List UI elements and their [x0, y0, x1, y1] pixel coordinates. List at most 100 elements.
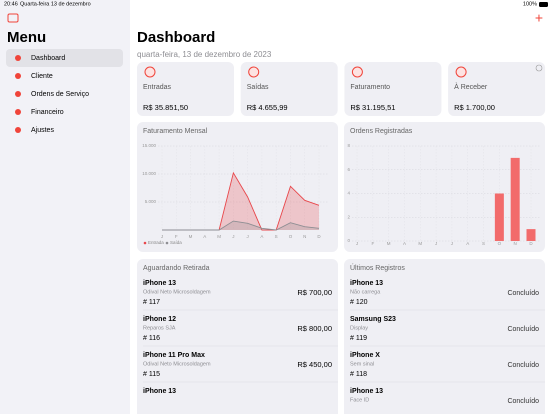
chart-card	[137, 122, 338, 252]
item-title[interactable]: iPhone 12	[143, 316, 176, 323]
stat-icon	[351, 66, 363, 78]
item-title[interactable]: iPhone 11 Pro Max	[143, 352, 205, 359]
item-number: # 115	[143, 371, 160, 378]
y-tick-label: 10.000	[142, 171, 156, 176]
x-tick-label: A	[466, 241, 469, 246]
x-tick-label: S	[482, 241, 485, 246]
item-status: Concluído	[507, 362, 539, 369]
list-title: Últimos Registros	[350, 263, 405, 272]
stat-label: Saídas	[247, 84, 269, 91]
list-title: Aguardando Retirada	[143, 265, 210, 272]
item-number: # 116	[143, 335, 160, 342]
x-tick-label: N	[514, 241, 517, 246]
menu-icon	[15, 73, 21, 79]
x-tick-label: M	[189, 234, 193, 239]
x-tick-label: F	[175, 234, 178, 239]
x-tick-label: J	[232, 234, 234, 239]
page-title: Dashboard	[137, 29, 215, 46]
item-title[interactable]: iPhone 13	[350, 388, 383, 395]
y-tick-label: 5.000	[145, 199, 157, 204]
sidebar	[0, 0, 130, 414]
bar	[526, 229, 536, 241]
menu-selected	[6, 49, 123, 67]
add-button[interactable]: +	[535, 10, 543, 26]
menu-icon	[15, 127, 21, 133]
x-tick-label: J	[247, 234, 249, 239]
item-title[interactable]: iPhone 13	[143, 388, 176, 395]
chart-title: Ordens Registradas	[350, 128, 413, 135]
status-time: 20:46	[4, 1, 18, 7]
info-icon	[535, 64, 543, 72]
item-subtitle: Odival Neto Microsoldagem	[143, 361, 211, 367]
menu-icon	[15, 91, 21, 97]
chart-title: Faturamento Mensal	[143, 128, 208, 135]
item-price: R$ 800,00	[297, 324, 332, 333]
stat-value: R$ 4.655,99	[247, 103, 288, 112]
item-price: R$ 450,00	[297, 360, 332, 369]
battery-icon	[539, 2, 548, 7]
legend-label: Entrada	[148, 240, 164, 245]
item-subtitle: Sem sinal	[350, 361, 374, 367]
stat-value: R$ 1.700,00	[454, 103, 495, 112]
item-price: R$ 700,00	[297, 288, 332, 297]
menu-item[interactable]: Dashboard	[31, 55, 65, 62]
x-tick-label: A	[260, 234, 263, 239]
x-tick-label: A	[403, 241, 406, 246]
x-tick-label: O	[498, 241, 502, 246]
x-tick-label: S	[275, 234, 278, 239]
line	[162, 220, 320, 231]
x-tick-label: J	[451, 241, 453, 246]
stat-label: Faturamento	[350, 84, 390, 91]
y-tick-label: 6	[347, 167, 350, 172]
item-subtitle: Face ID	[350, 397, 369, 403]
item-subtitle: Odival Neto Microsoldagem	[143, 289, 211, 295]
area-fill	[162, 172, 319, 230]
stat-icon	[455, 66, 467, 78]
x-tick-label: D	[317, 234, 321, 239]
menu-icon	[15, 109, 21, 115]
item-number: # 119	[350, 335, 367, 342]
item-status: Concluído	[507, 398, 539, 405]
stat-card	[240, 62, 338, 116]
stat-value: R$ 35.851,50	[143, 103, 188, 112]
y-tick-label: 8	[347, 143, 350, 148]
page-date: quarta-feira, 13 de dezembro de 2023	[137, 50, 272, 59]
y-tick-label: 15.000	[142, 143, 156, 148]
y-tick-label: 4	[347, 191, 350, 196]
x-tick-label: N	[303, 234, 306, 239]
chart-card	[344, 122, 545, 252]
x-tick-label: M	[217, 234, 221, 239]
list-card	[344, 259, 545, 414]
stat-label: Entradas	[143, 84, 172, 91]
x-tick-label: J	[161, 234, 163, 239]
menu-item[interactable]: Ajustes	[31, 127, 54, 134]
y-tick-label: 0	[347, 238, 350, 243]
menu-item[interactable]: Financeiro	[31, 109, 64, 116]
stat-card	[448, 62, 546, 116]
menu-item[interactable]: Cliente	[31, 73, 53, 80]
item-title[interactable]: iPhone 13	[350, 280, 383, 287]
stat-card	[344, 62, 442, 116]
x-tick-label: A	[203, 234, 206, 239]
x-tick-label: M	[418, 241, 422, 246]
x-tick-label: F	[371, 241, 374, 246]
sidebar-toggle[interactable]	[7, 13, 19, 23]
x-tick-label: M	[387, 241, 391, 246]
x-tick-label: J	[356, 241, 358, 246]
item-number: # 117	[143, 299, 160, 306]
menu-item[interactable]: Ordens de Serviço	[31, 91, 89, 98]
area-fill	[162, 221, 319, 230]
item-subtitle: Reparos SJA	[143, 325, 176, 331]
legend-swatch	[165, 241, 169, 245]
stat-icon	[144, 66, 156, 78]
x-tick-label: J	[435, 241, 437, 246]
item-title[interactable]: Samsung S23	[350, 316, 396, 323]
item-title[interactable]: iPhone X	[350, 352, 380, 359]
bar	[510, 157, 520, 241]
item-subtitle: Não carrega	[350, 289, 381, 295]
legend-swatch	[143, 241, 147, 245]
item-title[interactable]: iPhone 13	[143, 280, 176, 287]
y-tick-label: 2	[347, 214, 350, 219]
sidebar-title: Menu	[7, 29, 46, 46]
